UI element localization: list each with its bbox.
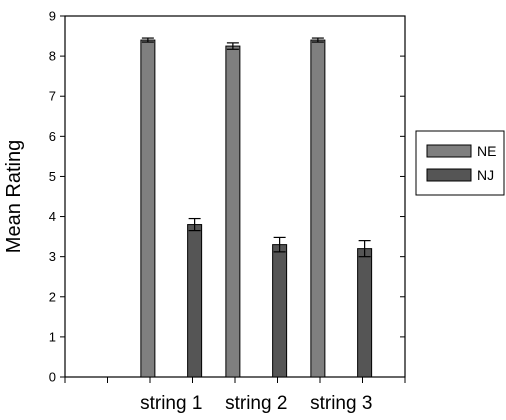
y-ticks: 0 1 2 3 4 5 6 7 8 9 <box>49 9 405 385</box>
y-tick-label: 4 <box>49 209 56 224</box>
legend-label-ne: NE <box>477 143 496 159</box>
y-tick-label: 5 <box>49 169 56 184</box>
bar-nj-2 <box>272 244 288 378</box>
y-tick-label: 3 <box>49 249 56 264</box>
bars <box>140 37 373 378</box>
bar-ne-2 <box>225 45 241 378</box>
bar-nj-3 <box>357 248 373 378</box>
legend-label-nj: NJ <box>477 167 494 183</box>
bar-ne-3 <box>310 39 326 378</box>
x-category-label: string 2 <box>225 393 287 414</box>
x-category-labels: string 1 string 2 string 3 <box>140 393 372 414</box>
y-tick-label: 0 <box>49 370 56 385</box>
legend: NE NJ <box>415 130 505 196</box>
y-tick-label: 9 <box>49 9 56 24</box>
legend-swatch-ne <box>426 144 472 158</box>
plot-area: 0 1 2 3 4 5 6 7 8 9 <box>49 9 406 385</box>
x-category-label: string 1 <box>140 393 202 414</box>
legend-swatch-nj <box>426 168 472 182</box>
y-tick-label: 8 <box>49 49 56 64</box>
y-tick-label: 6 <box>49 129 56 144</box>
y-tick-label: 2 <box>49 289 56 304</box>
x-category-label: string 3 <box>310 393 372 414</box>
bar-nj-1 <box>187 224 203 378</box>
y-axis-title: Mean Rating <box>3 140 25 253</box>
y-tick-label: 1 <box>49 329 56 344</box>
y-tick-label: 7 <box>49 89 56 104</box>
bar-ne-1 <box>140 39 156 378</box>
x-ticks <box>64 377 406 383</box>
legend-box <box>415 130 505 196</box>
